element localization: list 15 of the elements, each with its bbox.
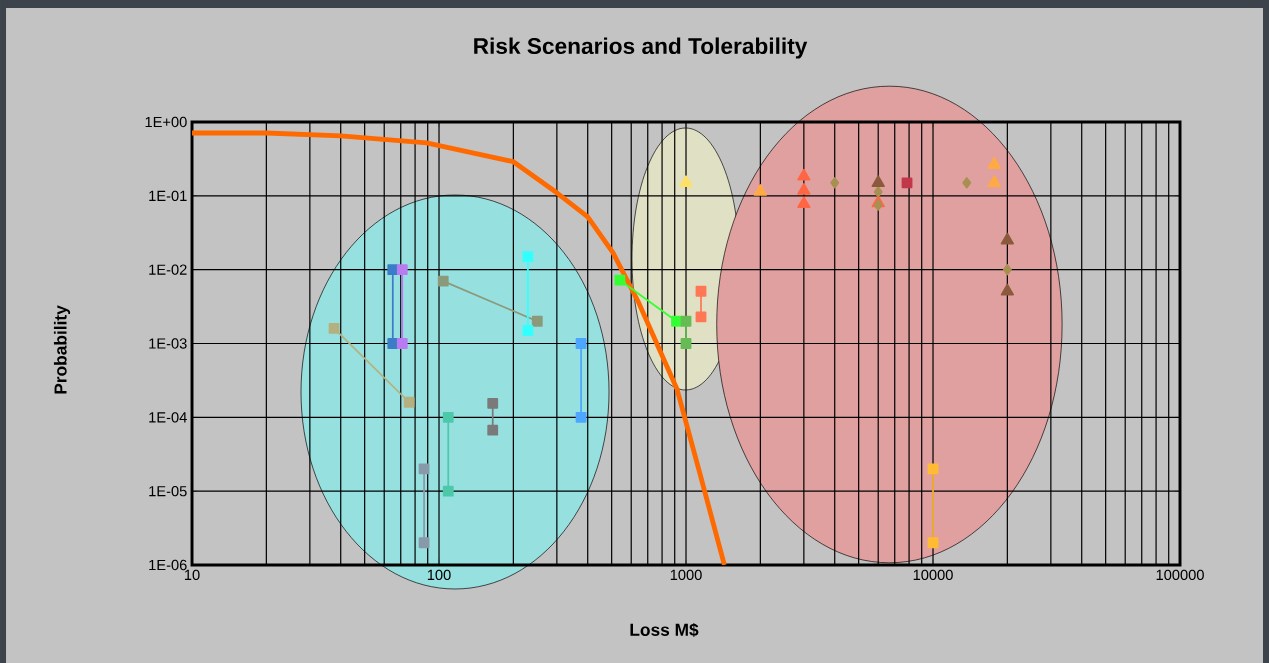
y-tick-label: 1E-06 bbox=[149, 559, 187, 571]
x-tick-label: 1000 bbox=[670, 569, 702, 581]
y-axis-title: Probability bbox=[53, 305, 71, 394]
chart-title: Risk Scenarios and Tolerability bbox=[474, 37, 808, 59]
y-tick-label: 1E-02 bbox=[149, 264, 187, 275]
y-tick-label: 1E-04 bbox=[149, 412, 187, 423]
x-tick-label: 10 bbox=[184, 569, 200, 581]
x-tick-label: 10000 bbox=[913, 569, 953, 581]
y-tick-label: 1E-05 bbox=[149, 485, 187, 497]
y-tick-label: 1E-01 bbox=[149, 190, 187, 202]
y-tick-label: 1E-03 bbox=[149, 338, 187, 349]
x-tick-label: 100000 bbox=[1156, 569, 1204, 581]
y-tick-label: 1E+00 bbox=[145, 116, 187, 128]
x-axis-title: Loss M$ bbox=[630, 622, 699, 638]
x-tick-label: 100 bbox=[427, 569, 451, 581]
